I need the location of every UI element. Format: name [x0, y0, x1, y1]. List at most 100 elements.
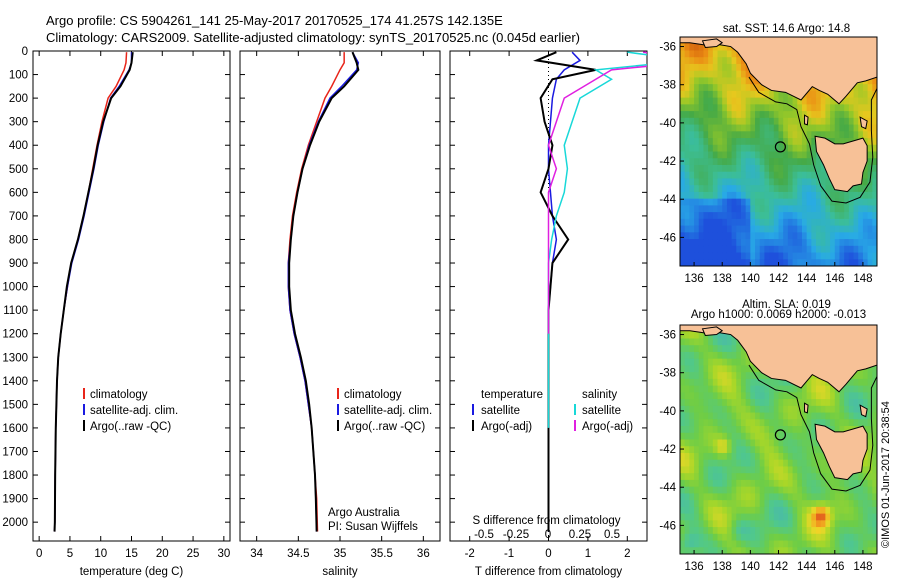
map-cell [717, 104, 723, 112]
map-cell [689, 432, 695, 441]
map-cell [694, 259, 700, 266]
map-cell [839, 500, 845, 508]
float-position-marker [774, 429, 786, 441]
map-cell [694, 473, 700, 481]
map-cell [820, 131, 827, 139]
map-cell [858, 473, 864, 481]
map-cell [773, 164, 780, 173]
map-cell [698, 191, 705, 200]
map-cell [708, 70, 714, 79]
map-cell [848, 378, 855, 387]
map-cell [689, 412, 695, 420]
map-cell [736, 399, 742, 407]
map-cell [698, 365, 705, 373]
map-cell [830, 191, 836, 200]
map-cell [703, 259, 709, 266]
map-cell [773, 378, 780, 387]
map-cell [778, 385, 784, 393]
map-cell [844, 111, 850, 119]
map-cell [787, 259, 794, 266]
map-cell [801, 439, 808, 447]
depth-tick-label: 200 [9, 93, 28, 105]
map-cell [689, 70, 695, 79]
map-cell [680, 225, 686, 233]
salinity-xtick-label: 34 [250, 548, 263, 560]
map-cell [867, 500, 873, 508]
temperature-frame [32, 50, 231, 542]
map-cell [839, 104, 845, 112]
map-cell [858, 225, 864, 233]
map-cell [726, 171, 733, 180]
map-cell [703, 351, 709, 360]
map-cell [858, 104, 864, 112]
map-cell [740, 533, 747, 542]
map-cell [736, 426, 742, 434]
map-cell [726, 164, 733, 173]
map-cell [797, 432, 803, 441]
map-cell [736, 218, 742, 227]
map-cell [862, 385, 869, 393]
map-cell [750, 178, 756, 186]
map-cell [862, 212, 869, 220]
king-island [804, 402, 809, 414]
map-cell [717, 479, 723, 488]
map-cell [745, 225, 751, 233]
map-cell [712, 500, 719, 508]
map-cell [745, 372, 751, 380]
map-cell [872, 151, 877, 159]
map-cell [731, 97, 737, 105]
map-cell [844, 239, 850, 247]
map-cell [726, 77, 733, 85]
map-cell [740, 178, 747, 186]
map-cell [703, 252, 709, 260]
map-cell [764, 533, 770, 542]
map-cell [820, 405, 827, 414]
map-cell [712, 338, 719, 346]
map-cell [858, 392, 864, 400]
map-cell [816, 239, 822, 247]
map-cell [839, 252, 845, 260]
map-cell [736, 57, 742, 65]
map-cell [797, 245, 803, 254]
map-cell [816, 205, 822, 213]
series-line-temperature-argo-adj- [533, 51, 596, 532]
map-cell [853, 547, 859, 554]
map-cell [816, 111, 822, 119]
map-cell [684, 432, 690, 441]
map-cell [750, 365, 756, 373]
map-cell [816, 164, 822, 173]
map-cell [820, 385, 827, 393]
map-cell [745, 70, 751, 79]
map-cell [745, 138, 751, 146]
map-cell [862, 540, 869, 548]
map-cell [778, 198, 784, 206]
map-cell [740, 245, 747, 254]
map-cell [712, 205, 719, 213]
map-cell [694, 70, 700, 79]
map-cell [750, 191, 756, 200]
map-cell [839, 239, 845, 247]
map-cell [722, 520, 728, 528]
map-cell [698, 439, 705, 447]
map-cell [778, 520, 784, 528]
map-cell [792, 198, 798, 206]
map-cell [708, 259, 714, 266]
map-cell [740, 97, 747, 105]
map-cell [816, 486, 822, 494]
map-cell [834, 245, 841, 254]
map-cell [769, 131, 775, 139]
map-cell [703, 540, 709, 548]
depth-tick-label: 1200 [2, 329, 28, 341]
map-cell [825, 117, 831, 126]
map-cell [862, 378, 869, 387]
map-cell [698, 527, 705, 535]
map-cell [820, 218, 827, 227]
map-cell [755, 198, 761, 206]
map-cell [740, 479, 747, 488]
map-cell [797, 446, 803, 454]
map-cell [703, 117, 709, 126]
map-cell [834, 520, 841, 528]
map-cell [740, 138, 747, 146]
map-cell [717, 84, 723, 92]
map-cell [820, 245, 827, 254]
